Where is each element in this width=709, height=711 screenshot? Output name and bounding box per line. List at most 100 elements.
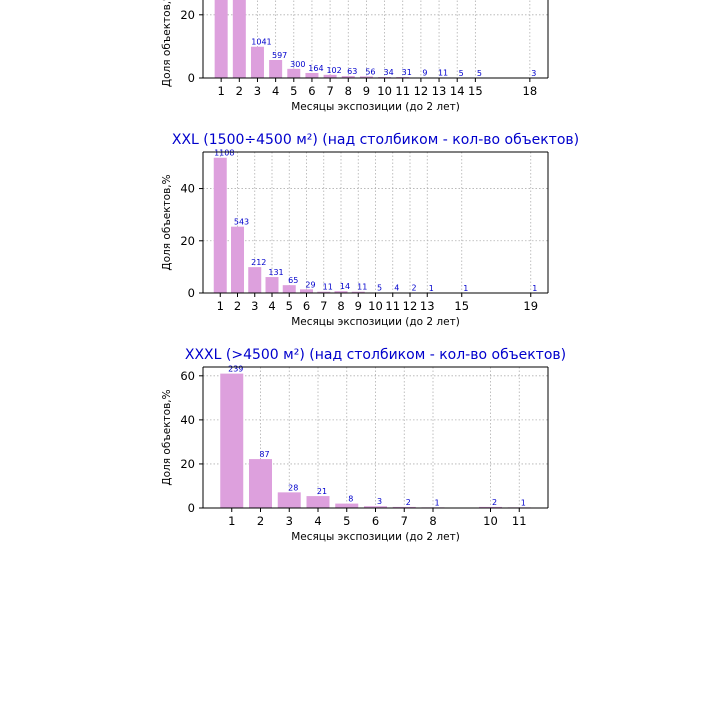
y-tick-label: 0 bbox=[188, 501, 195, 515]
bar bbox=[335, 503, 359, 508]
bar bbox=[250, 46, 264, 78]
bar bbox=[334, 291, 348, 293]
bar-data-label: 164 bbox=[308, 64, 323, 73]
bar bbox=[287, 68, 301, 78]
x-tick-label: 6 bbox=[308, 84, 315, 98]
x-tick-label: 4 bbox=[268, 299, 275, 313]
bar bbox=[269, 59, 283, 78]
bar-data-label: 131 bbox=[268, 268, 283, 277]
bar-data-label: 28 bbox=[288, 483, 298, 492]
bar-data-label: 1041 bbox=[251, 38, 271, 47]
bar bbox=[364, 506, 387, 508]
bar-data-label: 11 bbox=[357, 283, 367, 292]
bar bbox=[265, 277, 279, 293]
chart-title: XXXL (>4500 м²) (над столбиком - кол-во … bbox=[185, 347, 566, 363]
x-tick-label: 4 bbox=[272, 84, 279, 98]
chart-title: XXL (1500÷4500 м²) (над столбиком - кол-… bbox=[172, 132, 579, 148]
x-tick-label: 7 bbox=[401, 514, 408, 528]
x-tick-label: 8 bbox=[337, 299, 344, 313]
bar-data-label: 14 bbox=[340, 282, 350, 291]
bar-data-label: 2 bbox=[492, 498, 497, 507]
x-tick-label: 5 bbox=[290, 84, 297, 98]
bar bbox=[341, 76, 355, 78]
x-tick-label: 5 bbox=[286, 299, 293, 313]
bar-data-label: 239 bbox=[228, 365, 243, 374]
bar-data-label: 300 bbox=[290, 60, 305, 69]
bar-data-label: 29 bbox=[305, 280, 315, 289]
x-tick-label: 2 bbox=[257, 514, 264, 528]
bar bbox=[306, 496, 330, 508]
bar-data-label: 1 bbox=[463, 284, 468, 293]
bar-data-label: 4 bbox=[394, 283, 399, 292]
bar-data-label: 5 bbox=[377, 283, 382, 292]
bar-data-label: 56 bbox=[365, 67, 375, 76]
bar bbox=[232, 0, 246, 78]
bar bbox=[351, 291, 365, 293]
y-tick-label: 0 bbox=[188, 286, 195, 300]
bar bbox=[392, 506, 416, 508]
x-tick-label: 10 bbox=[483, 514, 498, 528]
bar-data-label: 3 bbox=[377, 497, 382, 506]
bar bbox=[300, 289, 313, 293]
x-tick-label: 14 bbox=[450, 84, 465, 98]
x-tick-label: 13 bbox=[432, 84, 447, 98]
bar bbox=[249, 459, 272, 508]
x-tick-label: 5 bbox=[343, 514, 350, 528]
x-tick-label: 9 bbox=[355, 299, 362, 313]
chart-panel-top: 2789104159730016410263563431911553123456… bbox=[161, 0, 549, 113]
bar-data-label: 1 bbox=[429, 284, 434, 293]
bar-data-label: 63 bbox=[347, 67, 357, 76]
y-axis-label: Доля объектов,% bbox=[161, 0, 173, 87]
x-tick-label: 3 bbox=[254, 84, 261, 98]
plot-area bbox=[203, 367, 548, 508]
bar bbox=[305, 72, 319, 78]
bar-data-label: 9 bbox=[422, 69, 427, 78]
y-tick-label: 40 bbox=[180, 182, 195, 196]
x-tick-label: 19 bbox=[523, 299, 538, 313]
y-tick-label: 0 bbox=[188, 71, 195, 85]
bar-data-label: 1108 bbox=[214, 149, 234, 158]
bar-data-label: 1 bbox=[434, 498, 439, 507]
y-tick-label: 60 bbox=[180, 369, 195, 383]
bar-data-label: 34 bbox=[383, 68, 393, 77]
bar bbox=[317, 291, 331, 293]
x-axis-label: Месяцы экспозиции (до 2 лет) bbox=[291, 531, 460, 543]
bar bbox=[323, 74, 337, 78]
bar-data-label: 102 bbox=[326, 66, 341, 75]
x-tick-label: 3 bbox=[286, 514, 293, 528]
x-tick-label: 15 bbox=[454, 299, 469, 313]
bar-data-label: 1 bbox=[532, 284, 537, 293]
bar bbox=[479, 506, 502, 508]
x-tick-label: 6 bbox=[303, 299, 310, 313]
bar-data-label: 2 bbox=[411, 284, 416, 293]
bar-data-label: 5 bbox=[477, 69, 482, 78]
bar-data-label: 1 bbox=[521, 498, 526, 507]
bar-data-label: 8 bbox=[348, 495, 353, 504]
plot-area bbox=[203, 0, 548, 78]
x-tick-label: 4 bbox=[314, 514, 321, 528]
bar bbox=[282, 285, 296, 293]
x-tick-label: 18 bbox=[523, 84, 538, 98]
x-tick-label: 10 bbox=[368, 299, 383, 313]
bar-data-label: 597 bbox=[272, 51, 287, 60]
x-tick-label: 11 bbox=[512, 514, 527, 528]
bar-data-label: 31 bbox=[402, 68, 412, 77]
y-axis-label: Доля объектов,% bbox=[161, 389, 173, 485]
y-axis-label: Доля объектов,% bbox=[161, 174, 173, 270]
bar-data-label: 65 bbox=[288, 276, 298, 285]
x-axis-label: Месяцы экспозиции (до 2 лет) bbox=[291, 316, 460, 328]
x-tick-label: 7 bbox=[320, 299, 327, 313]
x-tick-label: 9 bbox=[363, 84, 370, 98]
x-tick-label: 12 bbox=[403, 299, 418, 313]
y-tick-label: 20 bbox=[180, 234, 195, 248]
bar-data-label: 2 bbox=[406, 498, 411, 507]
bar-data-label: 543 bbox=[234, 218, 249, 227]
x-tick-label: 3 bbox=[251, 299, 258, 313]
bar-data-label: 212 bbox=[251, 258, 266, 267]
bar-data-label: 3 bbox=[531, 69, 536, 78]
y-tick-label: 20 bbox=[180, 457, 195, 471]
x-tick-label: 13 bbox=[420, 299, 435, 313]
